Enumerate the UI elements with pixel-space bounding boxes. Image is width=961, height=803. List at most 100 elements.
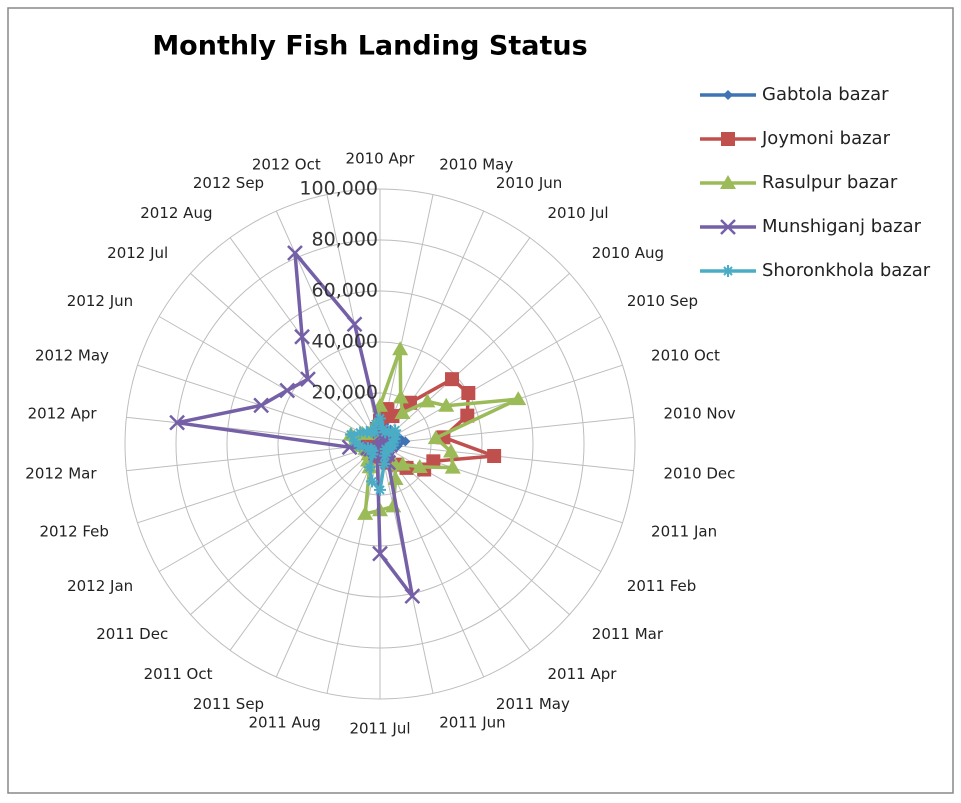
legend-label: Joymoni bazar — [761, 128, 891, 149]
marker — [294, 328, 310, 345]
category-label: 2010 Jul — [548, 204, 609, 222]
spoke — [379, 443, 623, 524]
chart-title: Monthly Fish Landing Status — [152, 31, 587, 62]
category-label: 2012 Feb — [39, 523, 109, 541]
spoke — [275, 443, 381, 678]
marker — [374, 483, 386, 496]
category-label: 2010 Aug — [592, 244, 664, 262]
marker — [382, 425, 395, 438]
marker — [443, 443, 460, 458]
marker — [253, 397, 270, 414]
legend-entry: Joymoni bazar — [700, 128, 891, 149]
category-label: 2011 Dec — [96, 625, 168, 643]
spoke — [379, 316, 602, 445]
marker — [510, 391, 527, 406]
marker — [388, 433, 401, 446]
marker — [366, 475, 379, 488]
category-label: 2012 Mar — [25, 464, 97, 482]
marker — [354, 426, 367, 439]
marker — [348, 435, 361, 448]
y-tick-label: 20,000 — [312, 382, 378, 404]
marker — [385, 409, 400, 424]
marker — [723, 90, 733, 100]
category-label: 2010 Dec — [663, 464, 735, 482]
category-label: 2012 Jan — [67, 577, 133, 595]
spoke — [229, 443, 381, 651]
marker — [720, 219, 736, 235]
marker — [287, 245, 303, 261]
marker — [720, 175, 736, 189]
spoke — [158, 443, 381, 572]
category-label: 2010 Oct — [651, 346, 720, 364]
spoke — [326, 194, 381, 445]
category-label: 2010 Apr — [346, 150, 416, 168]
spoke — [190, 443, 381, 615]
marker — [722, 265, 734, 277]
spoke — [379, 364, 623, 445]
y-tick-label: 80,000 — [312, 229, 378, 251]
category-label: 2011 Feb — [627, 577, 697, 595]
series — [344, 412, 402, 496]
spoke — [158, 316, 381, 445]
legend-label: Shoronkhola bazar — [762, 260, 931, 281]
category-label: 2011 Jan — [651, 523, 717, 541]
category-label: 2012 May — [35, 346, 109, 364]
chart-frame — [7, 7, 954, 794]
marker — [419, 393, 436, 408]
category-label: 2012 Sep — [193, 174, 264, 192]
category-label: 2011 Apr — [548, 665, 618, 683]
marker — [279, 382, 296, 399]
spoke — [126, 443, 381, 472]
marker — [427, 430, 444, 445]
marker — [363, 461, 376, 474]
legend-label: Munshiganj bazar — [762, 216, 922, 237]
y-tick-label: 40,000 — [312, 331, 378, 353]
category-label: 2010 Sep — [627, 292, 698, 310]
marker — [378, 457, 391, 470]
category-label: 2011 May — [496, 695, 570, 713]
marker — [357, 505, 374, 520]
marker — [721, 132, 735, 146]
marker — [374, 412, 386, 425]
marker — [169, 414, 186, 431]
category-label: 2011 Jul — [349, 720, 410, 738]
category-label: 2010 May — [439, 156, 513, 174]
spoke — [379, 416, 634, 445]
marker — [372, 545, 388, 562]
marker — [394, 405, 411, 420]
spoke — [137, 443, 381, 524]
y-tick-label: 100,000 — [299, 178, 378, 200]
marker — [365, 443, 378, 456]
marker — [438, 397, 455, 412]
marker — [392, 341, 409, 356]
spoke — [126, 416, 381, 445]
spoke — [190, 273, 381, 445]
legend-entry: Shoronkhola bazar — [700, 260, 931, 281]
category-label: 2010 Nov — [663, 405, 735, 423]
legend-label: Gabtola bazar — [762, 84, 889, 105]
spoke — [379, 210, 485, 445]
marker — [445, 372, 460, 387]
category-label: 2011 Sep — [193, 695, 264, 713]
marker — [411, 458, 428, 473]
category-label: 2011 Jun — [439, 713, 505, 731]
marker — [300, 371, 316, 388]
marker — [368, 426, 381, 439]
spoke — [379, 443, 531, 651]
marker — [344, 428, 357, 441]
category-label: 2012 Apr — [28, 405, 98, 423]
category-label: 2012 Aug — [140, 204, 212, 222]
category-label: 2011 Oct — [144, 665, 213, 683]
marker — [444, 459, 461, 474]
legend-entry: Rasulpur bazar — [700, 172, 898, 193]
category-label: 2012 Jul — [107, 244, 168, 262]
marker — [379, 449, 392, 462]
marker — [346, 316, 363, 333]
marker — [404, 588, 421, 605]
marker — [461, 386, 476, 400]
y-tick-label: 60,000 — [312, 280, 378, 302]
marker — [386, 456, 403, 471]
category-label: 2011 Aug — [249, 713, 321, 731]
